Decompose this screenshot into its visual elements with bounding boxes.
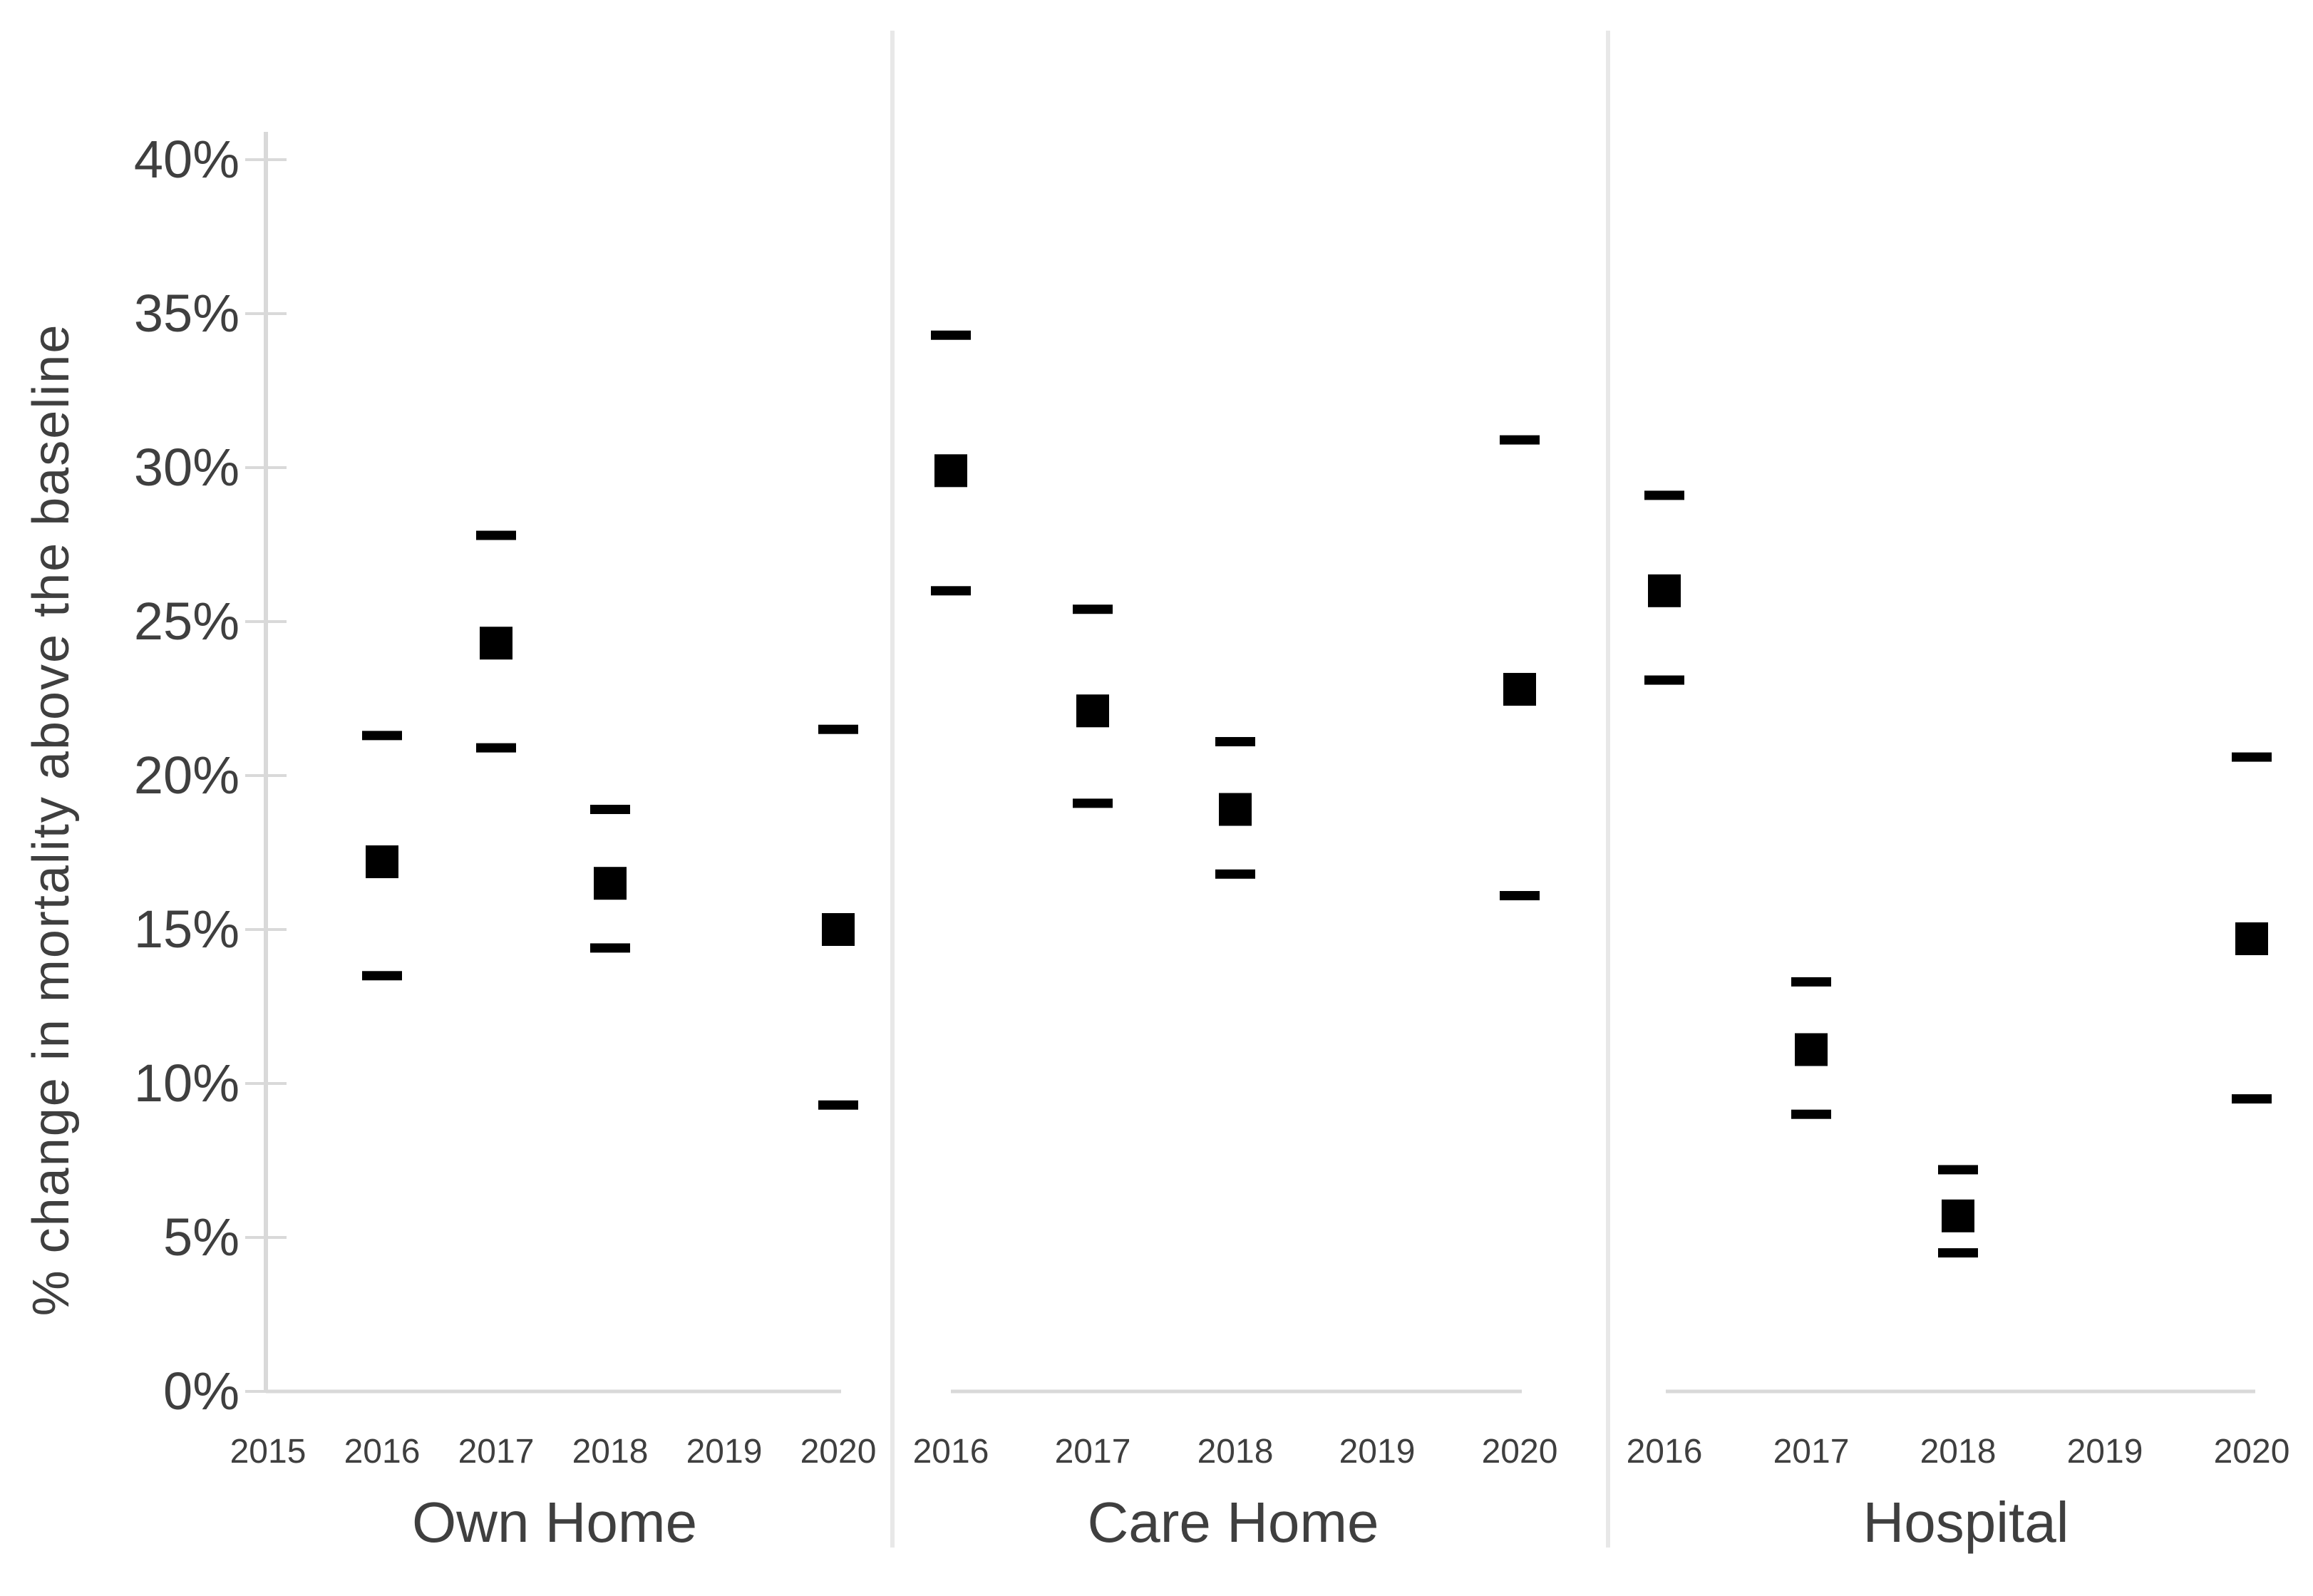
- ci-lower-dash: [2232, 1094, 2272, 1104]
- x-year-label: 2019: [1339, 1433, 1416, 1471]
- x-year-label: 2016: [913, 1433, 989, 1471]
- y-axis-title: % change in mortality above the baseline: [23, 323, 80, 1317]
- ci-upper-dash: [362, 731, 402, 741]
- ci-lower-dash: [1500, 890, 1540, 900]
- ci-lower-dash: [931, 586, 971, 596]
- ci-upper-dash: [1791, 977, 1831, 987]
- ci-upper-dash: [1938, 1165, 1978, 1175]
- y-tick-label: 35%: [134, 284, 239, 343]
- point-marker: [822, 913, 855, 946]
- y-tick-label: 25%: [134, 592, 239, 651]
- panel-title-own-home: Own Home: [411, 1491, 698, 1554]
- ci-upper-dash: [818, 724, 858, 734]
- x-year-label: 2017: [1773, 1433, 1850, 1471]
- ci-lower-dash: [590, 943, 630, 953]
- point-marker: [1942, 1199, 1974, 1232]
- point-marker: [1076, 694, 1109, 728]
- point-marker: [1503, 673, 1536, 706]
- point-marker: [1648, 574, 1681, 607]
- y-tick-label: 10%: [134, 1054, 239, 1113]
- ci-upper-dash: [2232, 752, 2272, 762]
- ci-upper-dash: [1644, 490, 1684, 500]
- point-marker: [480, 627, 512, 660]
- point-marker: [2235, 922, 2268, 955]
- y-tick-label: 20%: [134, 746, 239, 805]
- y-tick-label: 0%: [163, 1361, 239, 1421]
- point-marker: [934, 454, 967, 488]
- x-year-label: 2016: [344, 1433, 421, 1471]
- y-tick-label: 15%: [134, 900, 239, 959]
- ci-lower-dash: [1073, 798, 1113, 808]
- ci-lower-dash: [818, 1100, 858, 1110]
- x-year-label: 2019: [686, 1433, 763, 1471]
- point-marker: [366, 845, 398, 878]
- ci-lower-dash: [1215, 869, 1255, 879]
- x-year-label: 2017: [458, 1433, 535, 1471]
- x-year-label: 2015: [230, 1433, 306, 1471]
- x-year-label: 2018: [1920, 1433, 1997, 1471]
- ci-lower-dash: [362, 971, 402, 981]
- ci-upper-dash: [931, 330, 971, 340]
- point-marker: [1219, 793, 1252, 826]
- point-marker: [1795, 1033, 1828, 1066]
- panel-title-hospital: Hospital: [1863, 1491, 2069, 1554]
- ci-upper-dash: [1215, 736, 1255, 746]
- ci-upper-dash: [1073, 604, 1113, 614]
- ci-lower-dash: [476, 743, 516, 753]
- ci-lower-dash: [1791, 1109, 1831, 1119]
- ci-lower-dash: [1938, 1248, 1978, 1258]
- y-tick-label: 40%: [134, 130, 239, 189]
- x-year-label: 2017: [1055, 1433, 1131, 1471]
- point-marker: [594, 867, 627, 900]
- x-year-label: 2019: [2067, 1433, 2143, 1471]
- x-year-label: 2020: [1482, 1433, 1558, 1471]
- x-year-label: 2016: [1627, 1433, 1703, 1471]
- x-year-label: 2018: [572, 1433, 649, 1471]
- x-year-label: 2018: [1197, 1433, 1274, 1471]
- y-tick-label: 5%: [163, 1208, 239, 1267]
- ci-upper-dash: [476, 530, 516, 540]
- ci-upper-dash: [1500, 435, 1540, 445]
- ci-upper-dash: [590, 805, 630, 815]
- x-year-label: 2020: [800, 1433, 877, 1471]
- ci-lower-dash: [1644, 675, 1684, 685]
- panel-title-care-home: Care Home: [1087, 1491, 1379, 1554]
- x-year-label: 2020: [2214, 1433, 2290, 1471]
- y-tick-label: 30%: [134, 438, 239, 497]
